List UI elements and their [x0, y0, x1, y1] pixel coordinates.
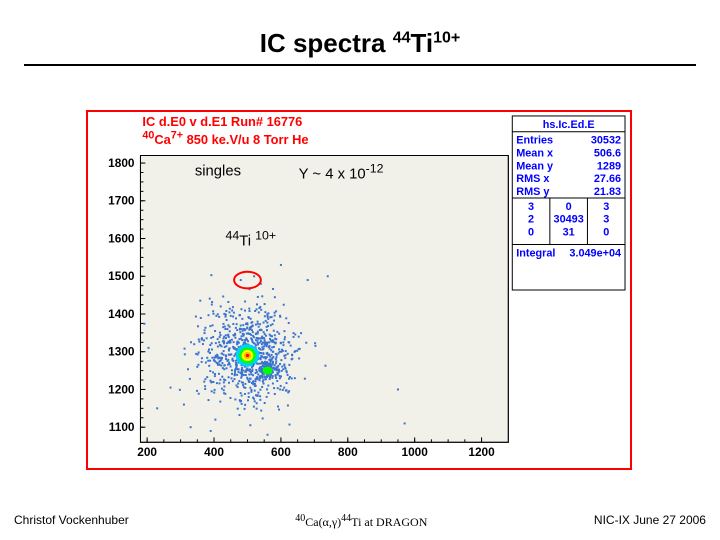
- svg-text:30493: 30493: [554, 214, 584, 226]
- svg-text:1100: 1100: [109, 420, 135, 434]
- title-element: Ti: [410, 28, 433, 58]
- svg-text:0: 0: [528, 227, 534, 239]
- title-mass-number: 44: [393, 29, 411, 46]
- svg-text:1200: 1200: [108, 382, 135, 396]
- svg-text:1400: 1400: [108, 307, 135, 321]
- svg-text:singles: singles: [195, 163, 241, 179]
- svg-text:506.6: 506.6: [594, 148, 621, 160]
- title-prefix: IC spectra: [260, 28, 393, 58]
- svg-text:31: 31: [563, 227, 575, 239]
- svg-text:hs.Ic.Ed.E: hs.Ic.Ed.E: [543, 119, 595, 131]
- svg-text:1600: 1600: [108, 231, 135, 245]
- svg-text:27.66: 27.66: [594, 173, 621, 185]
- footer: Christof Vockenhuber 40Ca(α,γ)44Ti at DR…: [14, 513, 706, 530]
- svg-text:2: 2: [528, 214, 534, 226]
- svg-text:3: 3: [603, 214, 609, 226]
- slide: IC spectra 44Ti10+ 200400600800100012001…: [0, 0, 720, 540]
- svg-text:1700: 1700: [108, 194, 135, 208]
- svg-text:3: 3: [603, 201, 609, 213]
- svg-text:600: 600: [271, 445, 291, 459]
- page-title: IC spectra 44Ti10+: [0, 28, 720, 59]
- svg-text:1200: 1200: [468, 445, 495, 459]
- svg-text:Entries: Entries: [516, 135, 553, 147]
- plot-frame: 2004006008001000120011001200130014001500…: [86, 110, 632, 470]
- svg-text:IC d.E0 v d.E1 Run# 16776: IC d.E0 v d.E1 Run# 16776: [142, 114, 302, 129]
- svg-text:1289: 1289: [597, 160, 621, 172]
- svg-text:3: 3: [528, 201, 534, 213]
- svg-text:200: 200: [137, 445, 157, 459]
- svg-text:1300: 1300: [108, 345, 135, 359]
- svg-text:Integral: Integral: [516, 247, 555, 259]
- title-charge: 10+: [433, 29, 460, 46]
- svg-text:Mean y: Mean y: [516, 160, 553, 172]
- svg-text:0: 0: [566, 201, 572, 213]
- svg-text:21.83: 21.83: [594, 186, 621, 198]
- svg-text:1500: 1500: [108, 269, 135, 283]
- svg-text:30532: 30532: [591, 135, 621, 147]
- svg-text:1800: 1800: [108, 156, 135, 170]
- svg-text:1000: 1000: [401, 445, 428, 459]
- svg-text:0: 0: [603, 227, 609, 239]
- title-divider: [24, 64, 696, 66]
- svg-text:800: 800: [338, 445, 358, 459]
- svg-text:RMS x: RMS x: [516, 173, 549, 185]
- footer-conference: NIC-IX June 27 2006: [594, 513, 706, 530]
- svg-text:400: 400: [204, 445, 224, 459]
- svg-text:Mean x: Mean x: [516, 148, 553, 160]
- svg-text:3.049e+04: 3.049e+04: [569, 247, 621, 259]
- footer-author: Christof Vockenhuber: [14, 513, 129, 530]
- plot-svg: 2004006008001000120011001200130014001500…: [88, 112, 630, 468]
- svg-text:RMS y: RMS y: [516, 186, 549, 198]
- footer-reaction: 40Ca(α,γ)44Ti at DRAGON: [295, 513, 427, 530]
